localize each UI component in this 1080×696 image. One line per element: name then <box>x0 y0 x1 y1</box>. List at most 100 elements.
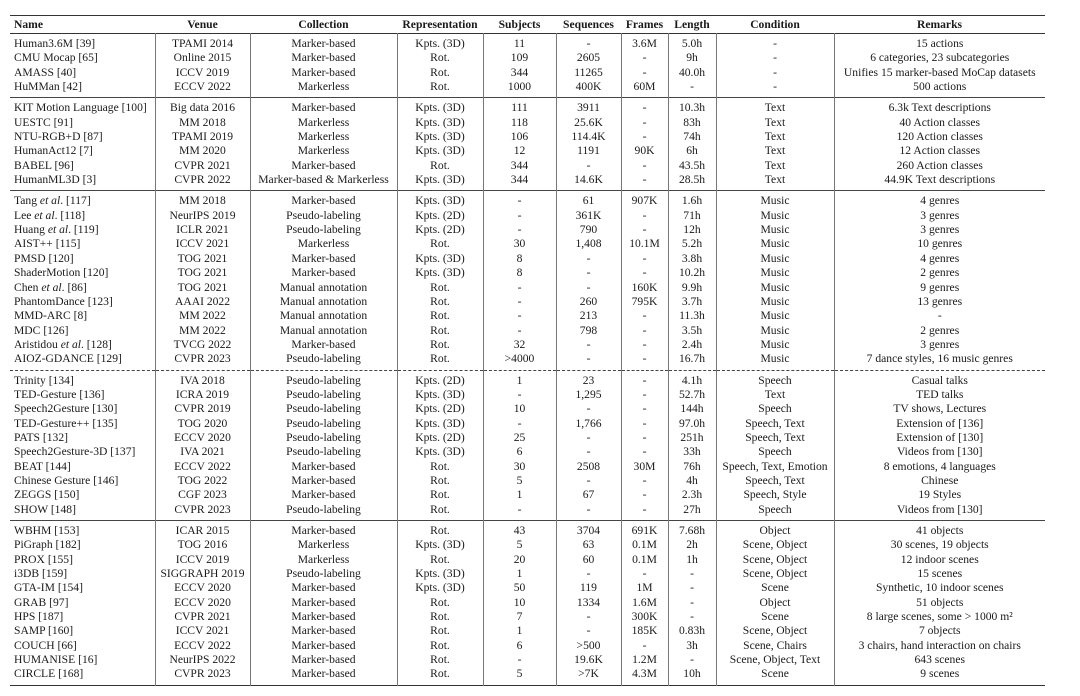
cell-condition: Scene <box>715 667 834 686</box>
cell-length: 144h <box>667 402 716 417</box>
cell-venue: MM 2018 <box>154 190 250 209</box>
cell-frames: - <box>620 251 668 267</box>
cell-venue: TVCG 2022 <box>154 337 250 353</box>
cell-frames: - <box>620 430 668 446</box>
cell-sequences: 2508 <box>555 459 621 474</box>
cell-remarks: Extension of [130] <box>833 430 1045 446</box>
table-group: Trinity [134] IVA 2018 Pseudo-labeling Kpts… <box>10 370 1045 521</box>
cell-condition: Scene, Object <box>715 552 834 568</box>
cell-frames: - <box>620 352 668 371</box>
cell-remarks: 10 genres <box>833 237 1045 252</box>
cell-venue: IVA 2021 <box>154 445 250 460</box>
cell-condition: Speech <box>715 445 834 460</box>
table-row: ZEGGS [150] CGF 2023 Marker-based Rot. 1 67-2… <box>10 488 1045 503</box>
cell-name: CIRCLE [168] <box>14 667 84 681</box>
cell-name: Lee et al. [118] <box>14 208 86 222</box>
cell-name: Chinese Gesture [146] <box>14 473 119 487</box>
cell-venue: MM 2022 <box>154 309 250 324</box>
cell-condition: Scene <box>715 610 834 625</box>
cell-representation: Kpts. (3D) <box>396 130 483 145</box>
cell-name: KIT Motion Language [100] <box>14 101 147 115</box>
cell-remarks: 260 Action classes <box>833 158 1045 174</box>
cell-venue: ICCV 2021 <box>154 624 250 639</box>
cell-condition: Music <box>715 190 834 209</box>
cell-venue: ECCV 2020 <box>154 595 250 611</box>
cell-collection: Manual annotation <box>249 294 397 310</box>
cell-length: 97.0h <box>667 416 716 431</box>
cell-venue: Big data 2016 <box>154 97 250 116</box>
table-row: BABEL [96] CVPR 2021 Marker-based Rot. 344- -… <box>10 158 1045 174</box>
cell-collection: Marker-based <box>249 473 397 489</box>
table-row: COUCH [66] ECCV 2022 Marker-based Rot. 6 >500… <box>10 638 1045 654</box>
cell-subjects: - <box>482 387 556 403</box>
cell-remarks: 12 Action classes <box>833 144 1045 159</box>
table-row: PATS [132] ECCV 2020 Pseudo-labeling Kpts. … <box>10 430 1045 446</box>
cell-name: COUCH [66] <box>14 638 77 652</box>
cell-length: 28.5h <box>667 173 716 191</box>
cell-collection: Marker-based <box>249 667 397 686</box>
cell-subjects: - <box>482 309 556 324</box>
cell-frames: - <box>620 416 668 431</box>
cell-remarks: Videos from [130] <box>833 502 1045 521</box>
column-header-sequences: Sequences <box>563 18 614 31</box>
cell-condition: Music <box>715 280 834 295</box>
cell-subjects: - <box>482 502 556 521</box>
cell-venue: ICCV 2019 <box>154 65 250 81</box>
cell-collection: Markerless <box>249 80 397 98</box>
cell-frames: - <box>620 402 668 417</box>
cell-frames: - <box>620 323 668 338</box>
cell-representation: Rot. <box>396 352 483 371</box>
cell-length: 12h <box>667 223 716 238</box>
cell-frames: 1.2M <box>620 653 668 668</box>
cell-frames: 160K <box>620 280 668 295</box>
cell-sequences: 213 <box>555 309 621 324</box>
cell-collection: Marker-based <box>249 97 397 116</box>
cell-representation: Kpts. (3D) <box>396 115 483 131</box>
table-row: Huang et al. [119] ICLR 2021 Pseudo-labeli… <box>10 223 1045 238</box>
cell-collection: Pseudo-labeling <box>249 402 397 417</box>
cell-remarks: 40 Action classes <box>833 115 1045 131</box>
cell-collection: Marker-based <box>249 158 397 174</box>
table-row: MDC [126] MM 2022 Manual annotation Rot. -79… <box>10 323 1045 338</box>
cell-sequences: - <box>555 402 621 417</box>
cell-length: 2.4h <box>667 337 716 353</box>
cell-remarks: 3 genres <box>833 223 1045 238</box>
cell-representation: Kpts. (2D) <box>396 370 483 388</box>
column-header-frames: Frames <box>625 18 664 31</box>
cell-length: - <box>667 610 716 625</box>
cell-representation: Kpts. (2D) <box>396 208 483 224</box>
table-row: HumanAct12 [7] MM 2020 Markerless Kpts. (3D… <box>10 144 1045 159</box>
cell-condition: Text <box>715 97 834 116</box>
table-row: PROX [155] ICCV 2019 Markerless Rot. 20 60 0.1… <box>10 552 1045 568</box>
cell-remarks: 7 dance styles, 16 music genres <box>833 352 1045 371</box>
cell-venue: ICAR 2015 <box>154 520 250 539</box>
cell-subjects: >4000 <box>482 352 556 371</box>
cell-representation: Rot. <box>396 473 483 489</box>
cell-condition: Text <box>715 115 834 131</box>
cell-sequences: - <box>555 445 621 460</box>
cell-condition: Scene <box>715 581 834 596</box>
cell-condition: Music <box>715 309 834 324</box>
cell-name: HUMANISE [16] <box>14 653 98 667</box>
et-al-italic: et al <box>47 223 69 237</box>
cell-subjects: - <box>482 323 556 338</box>
cell-sequences: 361K <box>555 208 621 224</box>
cell-subjects: 43 <box>482 520 556 539</box>
cell-remarks: 500 actions <box>833 80 1045 98</box>
cell-collection: Marker-based <box>249 51 397 66</box>
table-group: KIT Motion Language [100] Big data 2016 Ma… <box>10 97 1045 191</box>
cell-collection: Marker-based <box>249 595 397 611</box>
cell-name: Human3.6M [39] <box>14 37 96 50</box>
cell-representation: Kpts. (2D) <box>396 223 483 238</box>
cell-frames: 60M <box>620 80 668 98</box>
cell-remarks: 4 genres <box>833 190 1045 209</box>
table-row: Trinity [134] IVA 2018 Pseudo-labeling Kpts… <box>10 370 1045 388</box>
cell-length: 7.68h <box>667 520 716 539</box>
table-group: Tang et al. [117] MM 2018 Marker-based Kpts… <box>10 190 1045 371</box>
cell-condition: Speech, Text <box>715 416 834 431</box>
cell-subjects: 10 <box>482 402 556 417</box>
cell-subjects: 344 <box>482 65 556 81</box>
cell-name: Huang et al. [119] <box>14 223 99 237</box>
cell-subjects: 1 <box>482 624 556 639</box>
table-row: UESTC [91] MM 2018 Markerless Kpts. (3D) 118… <box>10 115 1045 131</box>
